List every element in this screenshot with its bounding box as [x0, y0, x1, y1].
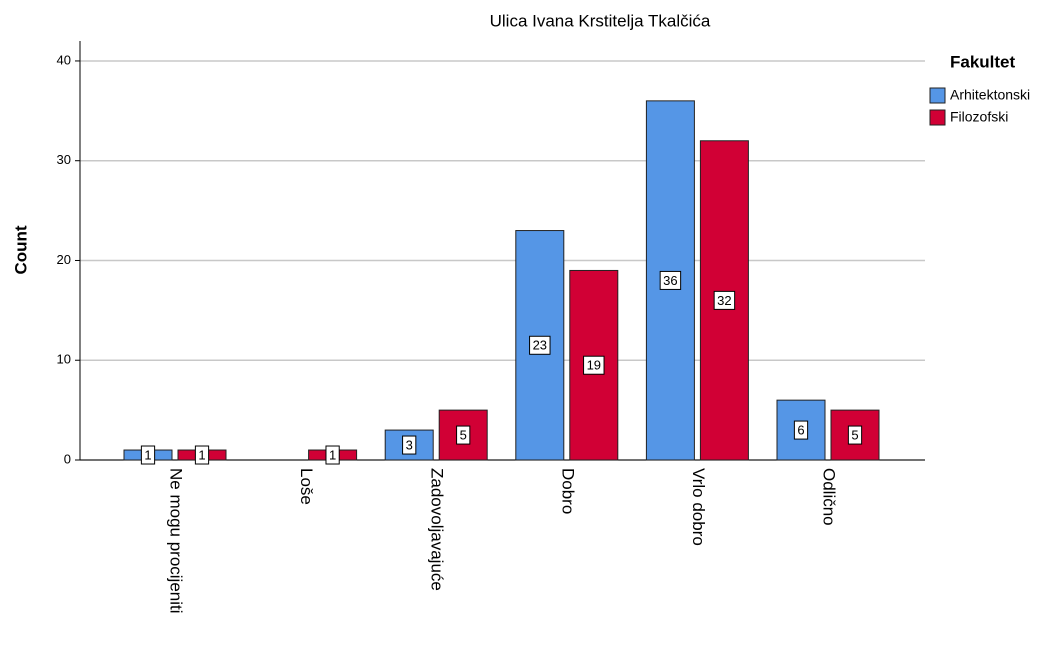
x-tick-label: Dobro	[558, 468, 577, 514]
data-label-text: 1	[329, 447, 336, 462]
data-label: 5	[847, 425, 863, 445]
data-label: 1	[194, 445, 210, 465]
data-label: 23	[529, 335, 551, 355]
data-label: 1	[140, 445, 156, 465]
data-label: 5	[456, 425, 471, 445]
data-label-box	[847, 425, 863, 445]
legend-label: Arhitektonski	[950, 87, 1030, 103]
data-label: 36	[659, 270, 682, 290]
data-label-text: 1	[198, 447, 205, 462]
chart-title: Ulica Ivana Krstitelja Tkalčića	[490, 11, 711, 30]
data-label: 1	[325, 445, 340, 465]
data-label-box	[140, 445, 156, 465]
x-tick-label: Vrlo dobro	[689, 468, 708, 546]
data-label-box	[456, 425, 471, 445]
legend-title: Fakultet	[950, 52, 1016, 71]
data-label-box	[402, 435, 417, 455]
data-label-box	[713, 290, 736, 310]
data-label-text: 6	[797, 423, 804, 438]
data-label-box	[793, 420, 809, 440]
legend-swatch	[929, 109, 946, 126]
data-label-text: 5	[460, 427, 467, 442]
data-label-text: 32	[717, 293, 731, 308]
data-label-text: 36	[663, 273, 677, 288]
x-tick-label: Zadovoljavajuće	[428, 468, 447, 591]
data-label: 6	[793, 420, 809, 440]
legend-label: Filozofski	[950, 109, 1008, 125]
y-tick-label: 0	[64, 451, 71, 466]
y-tick-label: 40	[57, 52, 71, 67]
data-label-box	[194, 445, 210, 465]
data-label-box	[529, 335, 551, 355]
y-tick-label: 10	[57, 352, 71, 367]
data-label-box	[583, 355, 605, 375]
data-label: 3	[402, 435, 417, 455]
data-label-box	[325, 445, 340, 465]
legend-swatch	[929, 87, 946, 104]
data-label: 19	[583, 355, 605, 375]
x-tick-label: Odlično	[820, 468, 839, 526]
data-label-text: 5	[851, 427, 858, 442]
y-tick-label: 20	[57, 252, 71, 267]
data-label-text: 19	[587, 358, 601, 373]
y-axis-label: Count	[11, 225, 30, 274]
data-label-text: 1	[144, 447, 151, 462]
x-tick-label: Loše	[297, 468, 316, 505]
data-label-text: 3	[406, 437, 413, 452]
y-tick-label: 30	[57, 152, 71, 167]
data-label-box	[659, 270, 682, 290]
x-tick-label: Ne mogu procijeniti	[167, 468, 186, 614]
data-label: 32	[713, 290, 736, 310]
data-label-text: 23	[533, 338, 547, 353]
